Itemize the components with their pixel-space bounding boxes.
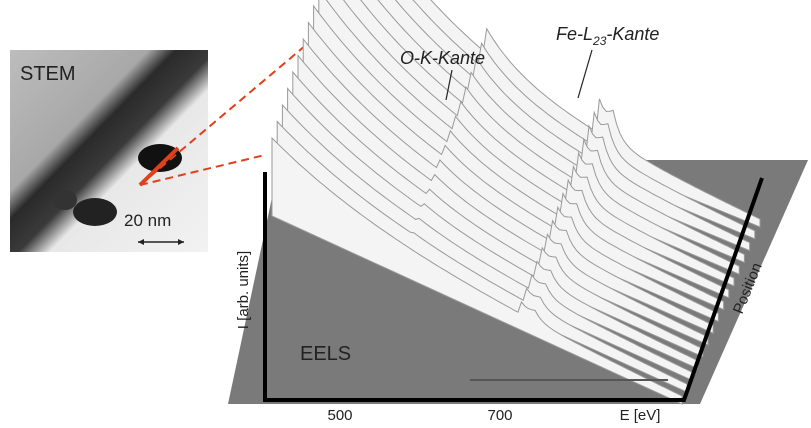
- edge-label-sub: 23: [592, 34, 607, 48]
- eels-title: EELS: [300, 343, 351, 365]
- figure: STEM 20 nm I [arb. units] 500 700 E [eV]…: [0, 0, 811, 428]
- edge-label-part: -Kante: [606, 24, 659, 44]
- edge-label: Fe-L23-Kante: [556, 24, 659, 48]
- x-tick-label: 500: [327, 407, 352, 424]
- x-axis-label: E [eV]: [620, 407, 661, 424]
- stem-title: STEM: [20, 63, 76, 85]
- scale-label: 20 nm: [124, 211, 171, 230]
- edge-label: O-K-Kante: [400, 48, 485, 68]
- y-axis-label: I [arb. units]: [235, 251, 252, 329]
- particle: [73, 198, 117, 226]
- edge-pointer: [578, 50, 592, 98]
- stem-panel: STEM 20 nm: [10, 50, 208, 252]
- edge-label-part: Fe-L: [556, 24, 593, 44]
- x-tick-label: 700: [487, 407, 512, 424]
- particle: [53, 190, 77, 210]
